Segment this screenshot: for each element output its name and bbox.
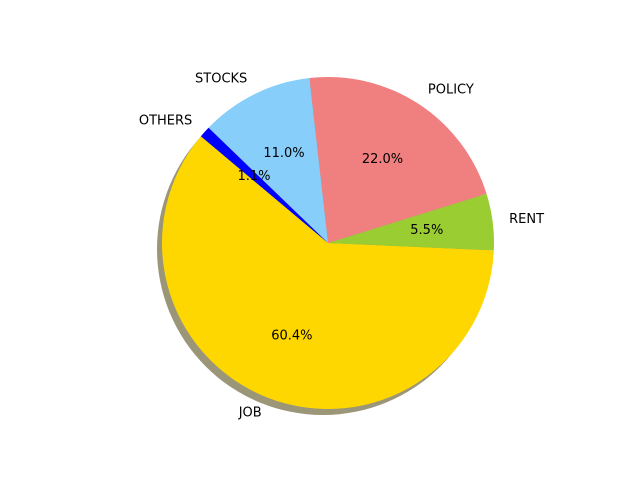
slice-pct-job: 60.4% xyxy=(271,328,312,343)
pie-slice-others xyxy=(200,127,328,243)
pie-slice-job xyxy=(161,136,494,410)
pie-slice-policy xyxy=(309,77,487,243)
slice-label-others: OTHERS xyxy=(139,113,192,128)
slice-pct-policy: 22.0% xyxy=(362,152,403,167)
slice-pct-others: 1.1% xyxy=(237,169,270,184)
slice-label-job: JOB xyxy=(238,406,262,421)
pie-slices xyxy=(161,77,494,410)
pie-slice-stocks xyxy=(208,78,328,243)
slice-pct-stocks: 11.0% xyxy=(263,146,304,161)
slice-label-stocks: STOCKS xyxy=(195,72,247,87)
pie-labels: JOB 60.4% RENT 5.5% POLICY 22.0% STOCKS 11.0% OT… xyxy=(139,72,544,421)
slice-label-policy: POLICY xyxy=(428,83,474,98)
slice-label-rent: RENT xyxy=(509,212,544,227)
pie-slice-rent xyxy=(328,193,494,251)
slice-pct-rent: 5.5% xyxy=(410,223,443,238)
